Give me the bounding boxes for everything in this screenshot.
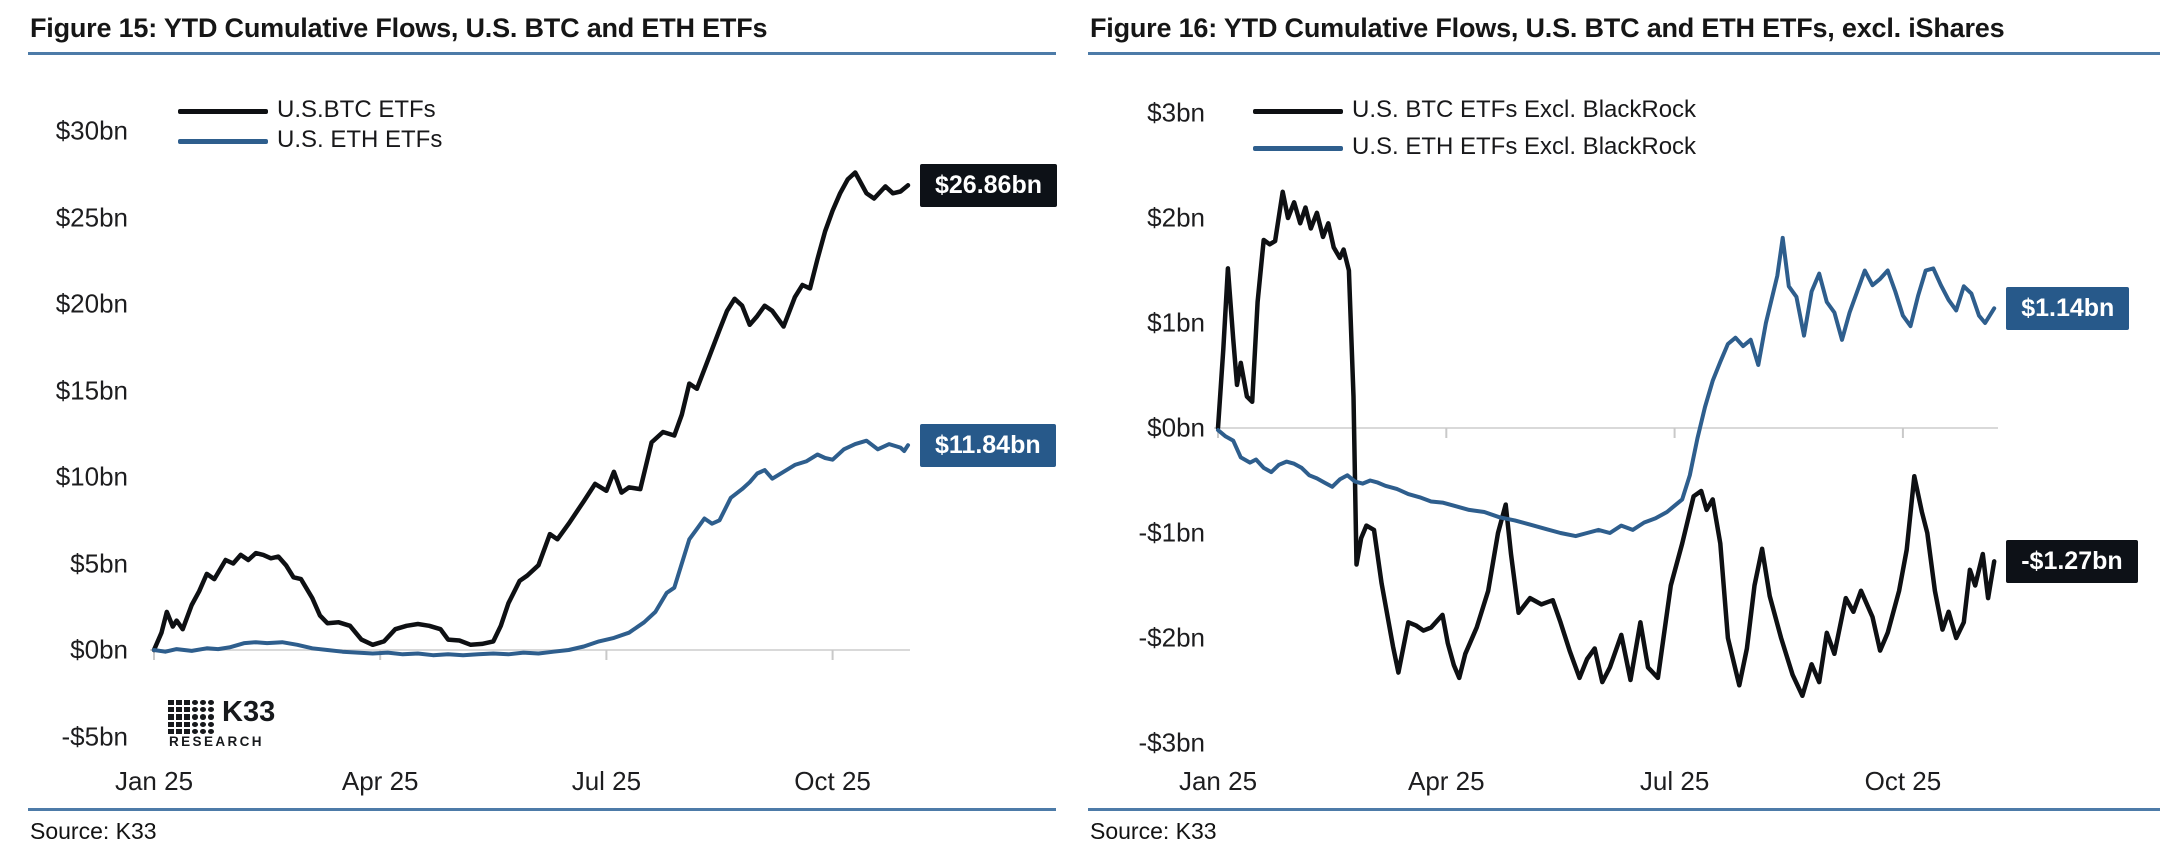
y-axis-label: -$5bn xyxy=(61,721,129,751)
k33-grid-cell xyxy=(208,728,214,734)
btc-line-swatch xyxy=(1253,109,1343,114)
k33-research-logo: K33 RESEARCH xyxy=(168,696,298,750)
figure15-btc-end-value-label: $26.86bn xyxy=(920,163,1058,207)
figure15-title-rule xyxy=(28,52,1056,55)
x-axis-label: Apr 25 xyxy=(1407,766,1485,796)
y-axis-label: $3bn xyxy=(1147,97,1205,128)
legend-label: U.S.BTC ETFs xyxy=(277,96,436,123)
k33-grid-cell xyxy=(184,714,190,720)
figure15-eth-end-value-label: $11.84bn xyxy=(920,423,1056,467)
k33-grid-cell xyxy=(184,728,190,734)
k33-grid-cell xyxy=(184,700,190,706)
k33-grid-cell xyxy=(168,714,174,720)
eth-line-swatch xyxy=(178,139,268,144)
k33-grid-cell xyxy=(184,721,190,727)
k33-dot-matrix-icon xyxy=(168,700,214,734)
k33-grid-cell xyxy=(176,728,182,734)
k33-grid-cell xyxy=(176,714,182,720)
k33-grid-cell xyxy=(192,714,198,720)
x-axis-label: Jul 25 xyxy=(1639,766,1710,796)
k33-logo-subtext: RESEARCH xyxy=(169,734,264,749)
y-axis-label: $1bn xyxy=(1147,307,1205,338)
figure15-bottom-rule xyxy=(28,808,1056,811)
figure16-eth-end-value-label: $1.14bn xyxy=(2006,286,2130,330)
k33-logo-text: K33 xyxy=(222,696,276,728)
x-axis-label: Oct 25 xyxy=(794,766,871,796)
k33-grid-cell xyxy=(192,728,198,734)
k33-grid-cell xyxy=(208,714,214,720)
figure16-title: Figure 16: YTD Cumulative Flows, U.S. BT… xyxy=(1090,13,2005,43)
legend-label: U.S. ETH ETFs Excl. BlackRock xyxy=(1352,133,1697,160)
k33-grid-cell xyxy=(168,728,174,734)
k33-grid-cell xyxy=(200,707,206,713)
y-axis-label: $0bn xyxy=(1147,412,1205,443)
figure15-title: Figure 15: YTD Cumulative Flows, U.S. BT… xyxy=(30,13,768,43)
k33-grid-cell xyxy=(176,721,182,727)
figure15-source: Source: K33 xyxy=(30,818,157,844)
k33-grid-cell xyxy=(168,707,174,713)
x-axis-label: Jul 25 xyxy=(571,766,642,796)
k33-grid-cell xyxy=(184,707,190,713)
us-eth-etfs-line xyxy=(152,438,910,658)
y-axis-label: $5bn xyxy=(70,548,128,578)
k33-grid-cell xyxy=(208,700,214,706)
legend-label: U.S. BTC ETFs Excl. BlackRock xyxy=(1352,96,1697,123)
y-axis-label: -$1bn xyxy=(1138,517,1206,548)
k33-grid-cell xyxy=(208,721,214,727)
x-axis-label: Oct 25 xyxy=(1864,766,1942,796)
y-axis-label: $20bn xyxy=(55,288,128,319)
x-axis-label: Jan 25 xyxy=(114,766,194,796)
y-axis-label: -$2bn xyxy=(1138,622,1206,653)
k33-grid-cell xyxy=(176,700,182,706)
k33-grid-cell xyxy=(200,700,206,706)
x-axis-label: Jan 25 xyxy=(1178,766,1258,796)
k33-grid-cell xyxy=(168,721,174,727)
legend-label: U.S. ETH ETFs xyxy=(277,126,443,153)
x-axis-label: Apr 25 xyxy=(341,766,419,796)
y-axis-label: -$3bn xyxy=(1138,727,1206,758)
y-axis-label: $0bn xyxy=(70,634,128,665)
k33-grid-cell xyxy=(200,728,206,734)
k33-grid-cell xyxy=(208,707,214,713)
k33-grid-cell xyxy=(168,700,174,706)
figure16-btc-end-value-label: -$1.27bn xyxy=(2006,539,2138,583)
us-btc-etfs-excl-blackrock-line xyxy=(1215,189,1997,699)
k33-grid-cell xyxy=(200,714,206,720)
k33-grid-cell xyxy=(192,707,198,713)
k33-grid-cell xyxy=(192,721,198,727)
y-axis-label: $15bn xyxy=(55,375,128,405)
figure16-source: Source: K33 xyxy=(1090,818,1217,844)
us-eth-etfs-excl-blackrock-line xyxy=(1216,235,1997,539)
y-axis-label: $30bn xyxy=(55,115,128,146)
y-axis-label: $10bn xyxy=(55,461,128,492)
k33-grid-cell xyxy=(192,700,198,706)
k33-grid-cell xyxy=(176,707,182,713)
figure16-bottom-rule xyxy=(1088,808,2160,811)
k33-grid-cell xyxy=(200,721,206,727)
us-btc-etfs-line xyxy=(151,170,911,653)
figure16-title-rule xyxy=(1088,52,2160,55)
y-axis-label: $25bn xyxy=(55,202,128,232)
btc-line-swatch xyxy=(178,109,268,114)
eth-line-swatch xyxy=(1253,146,1343,151)
y-axis-label: $2bn xyxy=(1147,202,1205,233)
